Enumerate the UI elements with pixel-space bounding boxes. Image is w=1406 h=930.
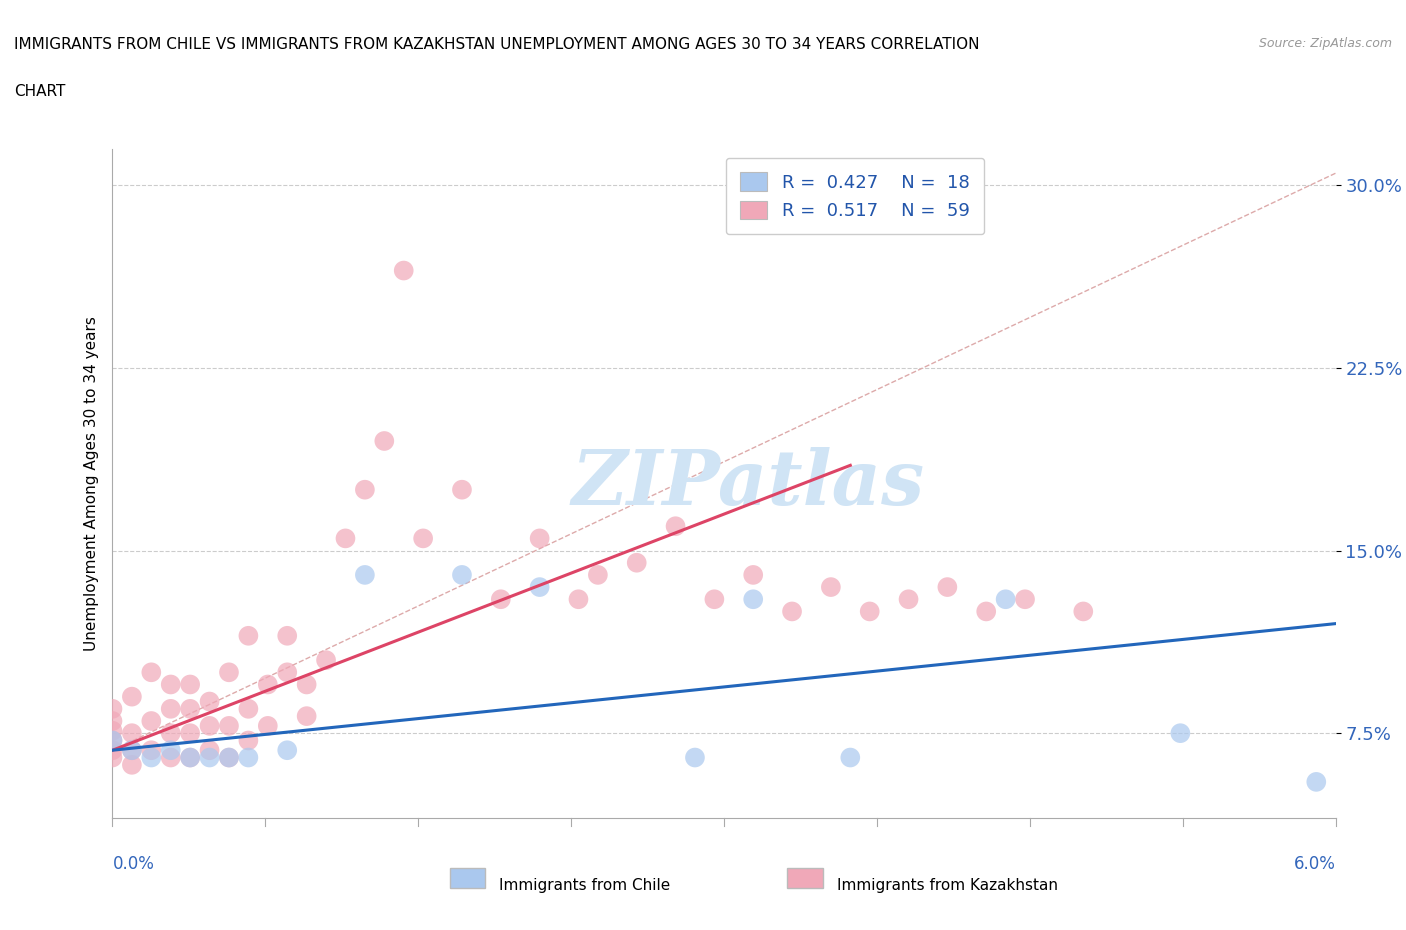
- Point: [121, 743, 143, 758]
- Point: [315, 653, 337, 668]
- Point: [974, 604, 997, 618]
- Point: [451, 567, 474, 582]
- Point: [198, 743, 221, 758]
- Point: [529, 531, 551, 546]
- Point: [198, 694, 221, 709]
- Point: [567, 591, 589, 606]
- Point: [295, 709, 318, 724]
- Point: [626, 555, 648, 570]
- Point: [159, 677, 181, 692]
- Point: [256, 719, 278, 734]
- Point: [198, 719, 221, 734]
- Point: [179, 701, 201, 716]
- Point: [897, 591, 920, 606]
- Point: [820, 579, 842, 594]
- Point: [141, 751, 163, 765]
- Point: [238, 733, 260, 748]
- Point: [1071, 604, 1094, 618]
- Point: [412, 531, 434, 546]
- Point: [218, 665, 240, 680]
- Point: [121, 743, 143, 758]
- Point: [218, 751, 240, 765]
- Point: [159, 751, 181, 765]
- Point: [529, 579, 551, 594]
- Point: [256, 677, 278, 692]
- Point: [141, 665, 163, 680]
- Point: [742, 567, 765, 582]
- Point: [742, 591, 765, 606]
- Point: [238, 701, 260, 716]
- Point: [295, 677, 318, 692]
- Point: [780, 604, 803, 618]
- Point: [121, 757, 143, 772]
- Point: [218, 719, 240, 734]
- Point: [373, 433, 395, 448]
- Text: Source: ZipAtlas.com: Source: ZipAtlas.com: [1258, 37, 1392, 50]
- Point: [703, 591, 725, 606]
- Point: [936, 579, 959, 594]
- Point: [121, 725, 143, 740]
- Text: CHART: CHART: [14, 84, 66, 99]
- Text: 6.0%: 6.0%: [1294, 855, 1336, 873]
- Point: [238, 629, 260, 644]
- Text: IMMIGRANTS FROM CHILE VS IMMIGRANTS FROM KAZAKHSTAN UNEMPLOYMENT AMONG AGES 30 T: IMMIGRANTS FROM CHILE VS IMMIGRANTS FROM…: [14, 37, 980, 52]
- Point: [141, 713, 163, 728]
- Point: [198, 751, 221, 765]
- Text: 0.0%: 0.0%: [112, 855, 155, 873]
- Point: [664, 519, 686, 534]
- Point: [101, 751, 124, 765]
- Point: [101, 713, 124, 728]
- Y-axis label: Unemployment Among Ages 30 to 34 years: Unemployment Among Ages 30 to 34 years: [83, 316, 98, 651]
- Point: [859, 604, 882, 618]
- Point: [101, 724, 124, 738]
- Point: [1170, 725, 1192, 740]
- Point: [354, 567, 377, 582]
- Point: [101, 733, 124, 748]
- Point: [1014, 591, 1036, 606]
- Point: [1305, 775, 1327, 790]
- Legend: R =  0.427    N =  18, R =  0.517    N =  59: R = 0.427 N = 18, R = 0.517 N = 59: [725, 158, 984, 234]
- Point: [586, 567, 609, 582]
- Point: [683, 751, 706, 765]
- Point: [451, 483, 474, 498]
- Point: [276, 665, 298, 680]
- Point: [218, 751, 240, 765]
- Point: [179, 725, 201, 740]
- Point: [141, 743, 163, 758]
- Point: [121, 689, 143, 704]
- Point: [994, 591, 1017, 606]
- Text: Immigrants from Chile: Immigrants from Chile: [499, 878, 671, 893]
- Text: Immigrants from Kazakhstan: Immigrants from Kazakhstan: [837, 878, 1057, 893]
- Point: [101, 743, 124, 758]
- Point: [159, 725, 181, 740]
- Point: [159, 743, 181, 758]
- Point: [335, 531, 357, 546]
- Point: [179, 677, 201, 692]
- Point: [392, 263, 415, 278]
- Point: [276, 629, 298, 644]
- Point: [489, 591, 512, 606]
- Point: [101, 701, 124, 716]
- Point: [238, 751, 260, 765]
- Point: [354, 483, 377, 498]
- Point: [179, 751, 201, 765]
- Point: [159, 701, 181, 716]
- Point: [101, 733, 124, 748]
- Point: [839, 751, 862, 765]
- Text: ZIPatlas: ZIPatlas: [572, 446, 925, 521]
- Point: [276, 743, 298, 758]
- Point: [179, 751, 201, 765]
